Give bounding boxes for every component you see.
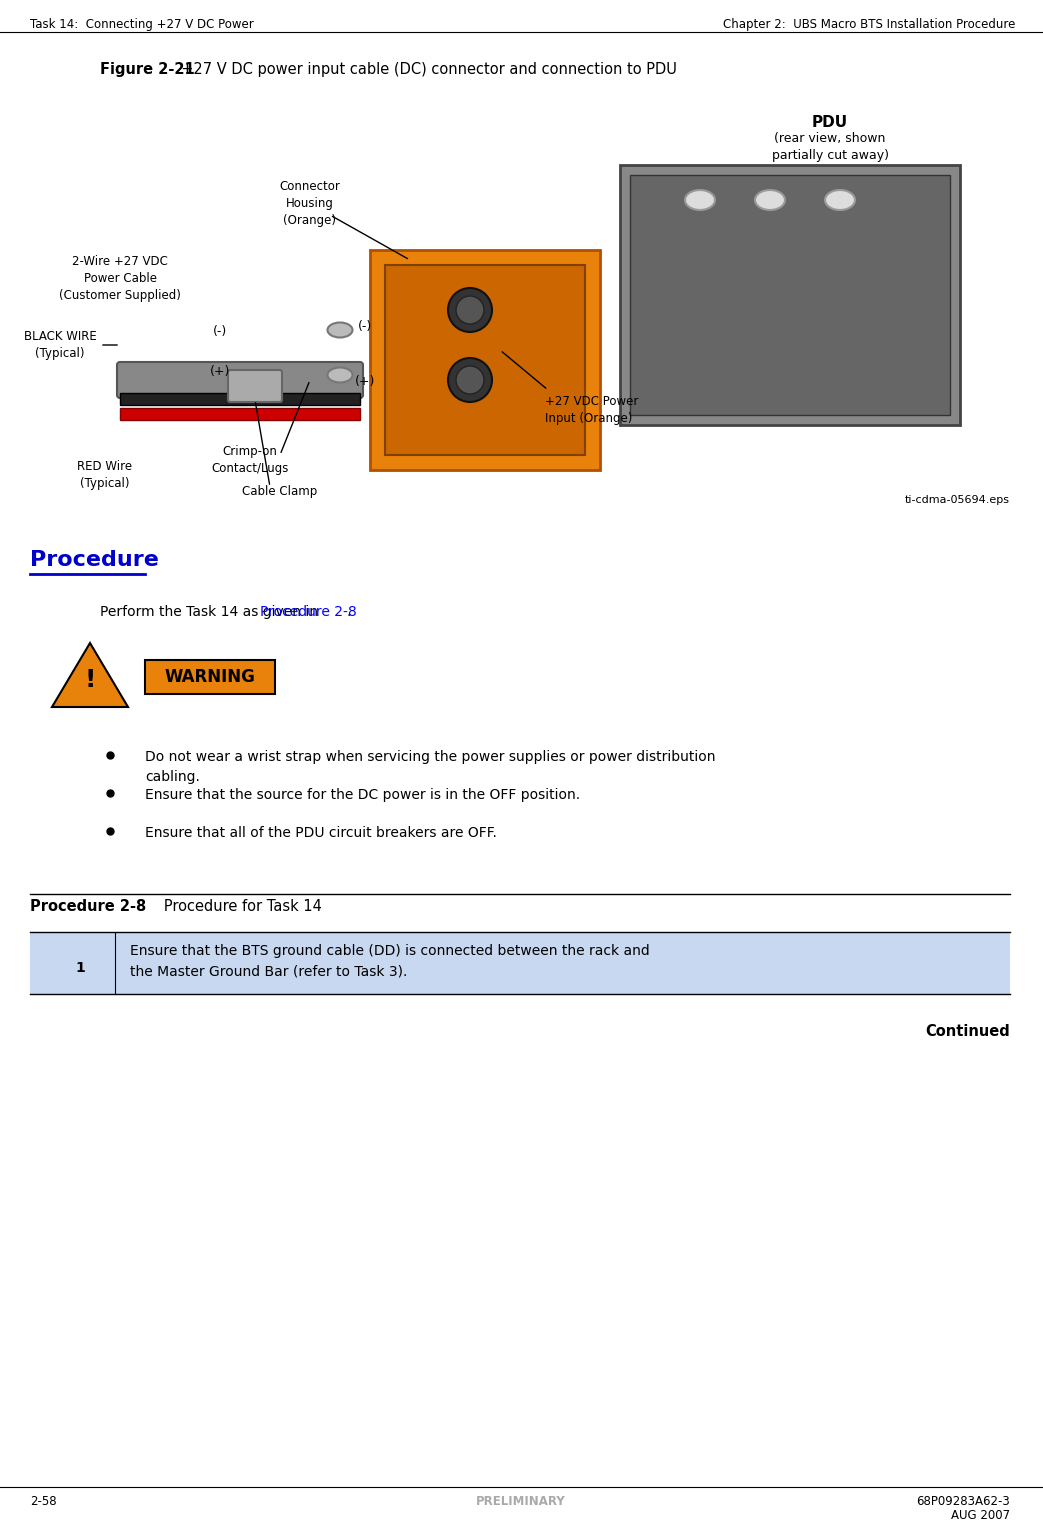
Text: Task 14:  Connecting +27 V DC Power: Task 14: Connecting +27 V DC Power: [30, 18, 253, 31]
FancyBboxPatch shape: [620, 165, 960, 425]
Ellipse shape: [755, 189, 785, 211]
Text: (+): (+): [355, 376, 375, 388]
Text: PRELIMINARY: PRELIMINARY: [476, 1495, 566, 1509]
Text: Chapter 2:  UBS Macro BTS Installation Procedure: Chapter 2: UBS Macro BTS Installation Pr…: [723, 18, 1015, 31]
Circle shape: [448, 289, 492, 331]
Text: +27 V DC power input cable (DC) connector and connection to PDU: +27 V DC power input cable (DC) connecto…: [172, 63, 677, 76]
Text: Ensure that the source for the DC power is in the OFF position.: Ensure that the source for the DC power …: [145, 788, 580, 802]
Text: Connector
Housing
(Orange): Connector Housing (Orange): [280, 180, 340, 228]
Text: 2-Wire +27 VDC
Power Cable
(Customer Supplied): 2-Wire +27 VDC Power Cable (Customer Sup…: [59, 255, 180, 302]
Text: Perform the Task 14 as given in: Perform the Task 14 as given in: [100, 605, 322, 618]
Text: (-): (-): [213, 325, 227, 337]
Text: RED Wire
(Typical): RED Wire (Typical): [77, 460, 132, 490]
Ellipse shape: [328, 368, 353, 382]
Text: (+): (+): [210, 365, 231, 379]
FancyBboxPatch shape: [145, 660, 275, 693]
Text: WARNING: WARNING: [165, 667, 256, 686]
Text: (rear view, shown
partially cut away): (rear view, shown partially cut away): [772, 131, 889, 162]
Text: Figure 2-21: Figure 2-21: [100, 63, 195, 76]
Text: 1: 1: [75, 960, 84, 976]
Text: Cable Clamp: Cable Clamp: [242, 486, 318, 498]
Text: Continued: Continued: [925, 1025, 1010, 1038]
Circle shape: [448, 357, 492, 402]
Ellipse shape: [825, 189, 855, 211]
FancyBboxPatch shape: [385, 266, 585, 455]
Text: Procedure: Procedure: [30, 550, 159, 570]
Ellipse shape: [328, 322, 353, 337]
FancyBboxPatch shape: [117, 362, 363, 399]
FancyBboxPatch shape: [630, 176, 950, 415]
Circle shape: [456, 296, 484, 324]
Text: Ensure that the BTS ground cable (DD) is connected between the rack and
the Mast: Ensure that the BTS ground cable (DD) is…: [130, 944, 650, 979]
FancyBboxPatch shape: [228, 370, 282, 402]
Polygon shape: [52, 643, 128, 707]
Text: Procedure for Task 14: Procedure for Task 14: [150, 899, 322, 915]
Text: AUG 2007: AUG 2007: [951, 1509, 1010, 1522]
Circle shape: [456, 366, 484, 394]
Text: Crimp-on
Contact/Lugs: Crimp-on Contact/Lugs: [212, 444, 289, 475]
Text: ti-cdma-05694.eps: ti-cdma-05694.eps: [905, 495, 1010, 505]
FancyBboxPatch shape: [370, 250, 600, 470]
Ellipse shape: [685, 189, 715, 211]
FancyBboxPatch shape: [120, 392, 360, 405]
Text: Ensure that all of the PDU circuit breakers are OFF.: Ensure that all of the PDU circuit break…: [145, 826, 496, 840]
Text: Do not wear a wrist strap when servicing the power supplies or power distributio: Do not wear a wrist strap when servicing…: [145, 750, 715, 783]
FancyBboxPatch shape: [120, 408, 360, 420]
Text: (-): (-): [358, 321, 372, 333]
Text: Procedure 2-8: Procedure 2-8: [260, 605, 357, 618]
Text: 68P09283A62-3: 68P09283A62-3: [916, 1495, 1010, 1509]
Text: Procedure 2-8: Procedure 2-8: [30, 899, 146, 915]
Text: BLACK WIRE
(Typical): BLACK WIRE (Typical): [24, 330, 96, 360]
FancyBboxPatch shape: [30, 931, 1010, 994]
Text: 2-58: 2-58: [30, 1495, 56, 1509]
Text: PDU: PDU: [811, 115, 848, 130]
Text: !: !: [84, 667, 96, 692]
Text: .: .: [347, 605, 351, 618]
Text: +27 VDC Power
Input (Orange): +27 VDC Power Input (Orange): [545, 395, 638, 425]
